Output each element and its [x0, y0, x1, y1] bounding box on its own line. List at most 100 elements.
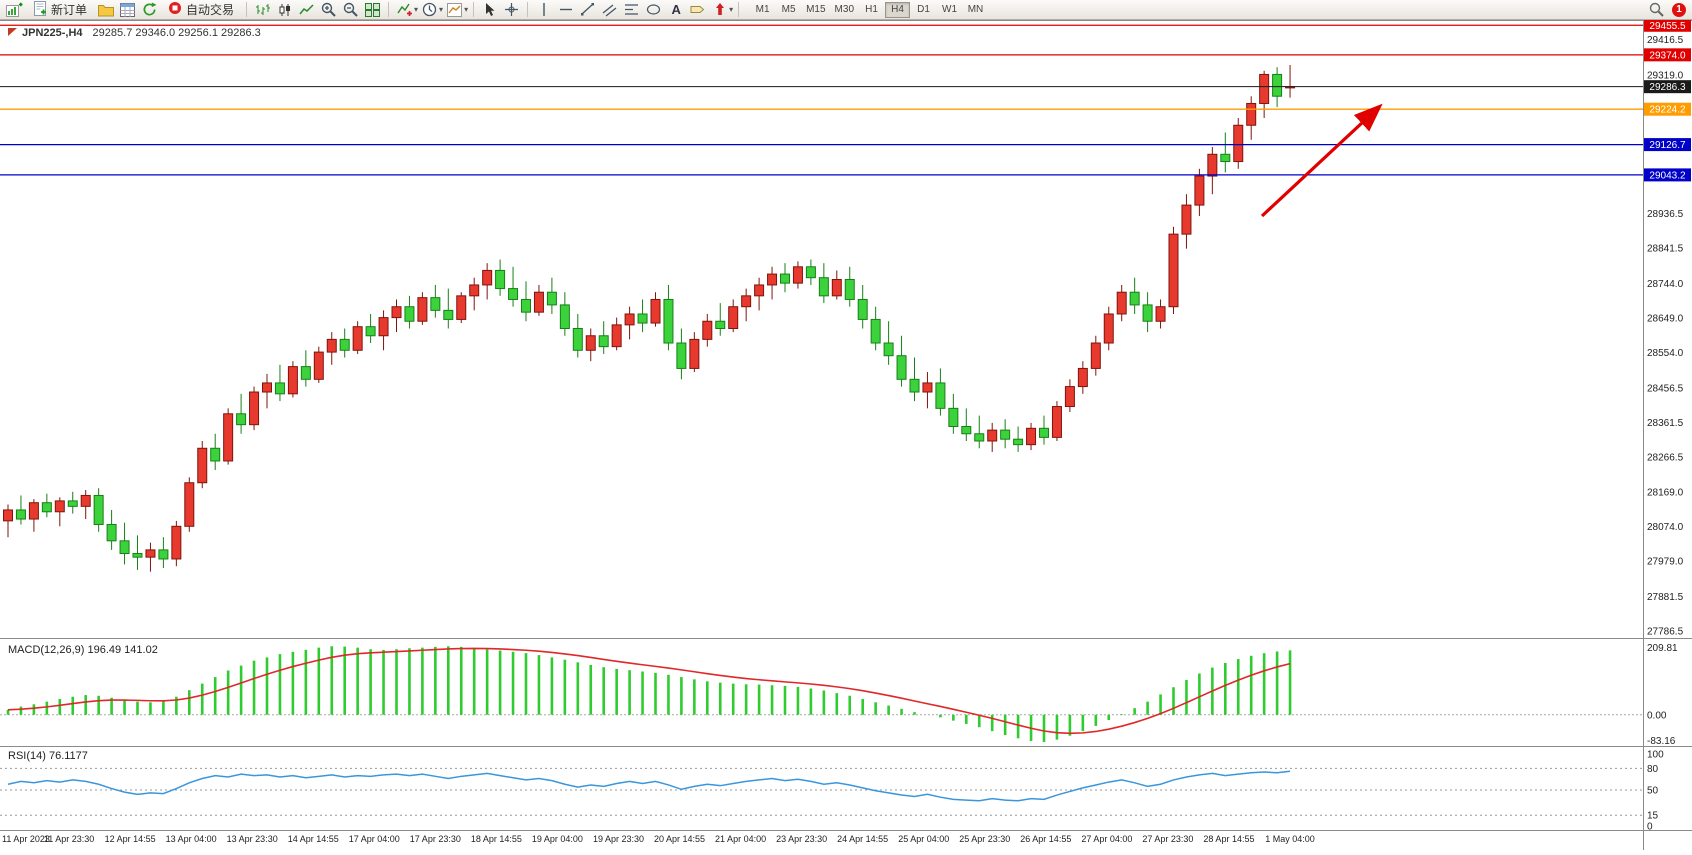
rsi-label: RSI(14) 76.1177 — [8, 750, 88, 762]
new-order-button[interactable]: 新订单 — [26, 0, 94, 19]
candle-body — [339, 338, 350, 351]
price-badge-label: 29286.3 — [1649, 82, 1686, 93]
macd-axis-label: 209.81 — [1647, 643, 1678, 654]
arrows-tool-dropdown[interactable]: ▾ — [709, 1, 733, 19]
price-tick-label: 27786.5 — [1647, 627, 1684, 638]
time-label: 17 Apr 23:30 — [410, 834, 461, 844]
trendline-tool-icon[interactable] — [577, 1, 598, 19]
candle-body — [585, 335, 596, 351]
price-level-badge — [1644, 80, 1691, 94]
tile-windows-icon[interactable] — [362, 1, 383, 19]
candle-body — [948, 407, 959, 427]
rsi-line — [7, 770, 1291, 802]
candle-body — [378, 317, 389, 337]
candle-body — [909, 378, 920, 393]
rsi-axis-label: 50 — [1647, 786, 1659, 797]
timeframe-h4[interactable]: H4 — [885, 1, 910, 18]
timeframe-m30[interactable]: M30 — [834, 4, 854, 15]
candlestick-chart-icon[interactable] — [274, 1, 295, 19]
price-tick-label: 29416.5 — [1647, 35, 1684, 46]
candle-body — [1168, 233, 1179, 308]
time-label: 25 Apr 23:30 — [959, 834, 1010, 844]
label-tool-icon[interactable] — [687, 1, 708, 19]
candle-body — [792, 266, 803, 284]
rsi-axis-label: 15 — [1647, 811, 1659, 822]
candle-body — [754, 284, 765, 297]
search-icon[interactable] — [1646, 1, 1667, 19]
price-tick-label: 28074.0 — [1647, 522, 1684, 533]
toolbar-separator — [738, 2, 740, 17]
candle-body — [1233, 124, 1244, 163]
macd-signal-line — [7, 647, 1291, 735]
refresh-icon[interactable] — [139, 1, 160, 19]
candle-body — [404, 306, 415, 322]
candle-body — [611, 324, 622, 348]
timeframe-d1[interactable]: D1 — [917, 4, 930, 15]
macd-label: MACD(12,26,9) 196.49 141.02 — [8, 644, 158, 656]
candle-body — [1194, 175, 1205, 206]
clock-icon — [419, 1, 440, 19]
trend-arrow-annotation[interactable] — [1260, 103, 1383, 218]
timeframe-m1[interactable]: M1 — [755, 4, 770, 15]
candle-body — [1181, 204, 1192, 235]
timeframe-mn[interactable]: MN — [967, 4, 984, 15]
new-chart-icon[interactable] — [4, 1, 25, 19]
candle-body — [1220, 153, 1231, 163]
time-label: 24 Apr 14:55 — [837, 834, 888, 844]
time-label: 27 Apr 23:30 — [1142, 834, 1193, 844]
zoom-in-icon[interactable] — [318, 1, 339, 19]
fibonacci-tool-icon[interactable] — [621, 1, 642, 19]
line-chart-icon[interactable] — [296, 1, 317, 19]
timeframe-m15[interactable]: M15 — [806, 4, 826, 15]
price-tick-label: 28361.5 — [1647, 418, 1684, 429]
macd-axis-label: -83.16 — [1647, 736, 1676, 747]
timeframe-h1[interactable]: H1 — [865, 4, 878, 15]
candle-body — [780, 273, 790, 284]
candle-body — [469, 284, 480, 297]
price-tick-label: 28649.0 — [1647, 313, 1684, 324]
templates-dropdown[interactable]: ▾ — [444, 1, 468, 19]
time-label: 27 Apr 04:00 — [1081, 834, 1132, 844]
periods-dropdown[interactable]: ▾ — [419, 1, 443, 19]
notification-badge[interactable]: 1 — [1672, 2, 1686, 17]
toolbar-separator — [527, 2, 529, 17]
horizontal-line-tool-icon[interactable] — [555, 1, 576, 19]
candle-body — [80, 494, 91, 507]
time-label: 14 Apr 14:55 — [288, 834, 339, 844]
candle-body — [676, 342, 687, 369]
indicators-dropdown[interactable]: ▾ — [394, 1, 418, 19]
profiles-icon[interactable] — [95, 1, 116, 19]
time-label: 17 Apr 04:00 — [349, 834, 400, 844]
candle-body — [158, 549, 169, 560]
candle-body — [1129, 291, 1140, 306]
price-axis: 29455.5 29374.0 29286.3 29224.2 29126.7 29043… — [1644, 18, 1691, 833]
candle-body — [430, 297, 441, 311]
candle-body — [67, 500, 78, 507]
chart-canvas[interactable]: 29455.5 29374.0 29286.3 29224.2 29126.7 29043… — [0, 18, 1692, 850]
chart-area[interactable]: 29455.5 29374.0 29286.3 29224.2 29126.7 29043… — [0, 18, 1692, 850]
data-window-icon[interactable] — [117, 1, 138, 19]
bar-chart-icon[interactable] — [252, 1, 273, 19]
shapes-tool-icon[interactable] — [643, 1, 664, 19]
timeframe-w1[interactable]: W1 — [942, 4, 957, 15]
candle-body — [870, 318, 881, 344]
zoom-out-icon[interactable] — [340, 1, 361, 19]
candle-body — [883, 342, 894, 357]
text-tool-icon[interactable]: A — [665, 1, 686, 19]
candle-body — [1051, 406, 1062, 438]
level-lines[interactable] — [0, 24, 1643, 176]
price-level-badge — [1644, 138, 1691, 152]
autotrading-button[interactable]: 自动交易 — [161, 1, 241, 19]
crosshair-icon[interactable] — [501, 1, 522, 19]
cursor-icon[interactable] — [479, 1, 500, 19]
vertical-line-tool-icon[interactable] — [533, 1, 554, 19]
candle-body — [1090, 342, 1101, 369]
price-level-badge — [1644, 168, 1691, 182]
price-tick-label: 28841.5 — [1647, 244, 1684, 255]
rsi-axis-label: 100 — [1647, 750, 1664, 761]
candle-body — [715, 320, 726, 330]
new-order-label: 新订单 — [51, 3, 88, 17]
timeframe-m5[interactable]: M5 — [781, 4, 796, 15]
candle-body — [365, 326, 376, 337]
channel-tool-icon[interactable] — [599, 1, 620, 19]
